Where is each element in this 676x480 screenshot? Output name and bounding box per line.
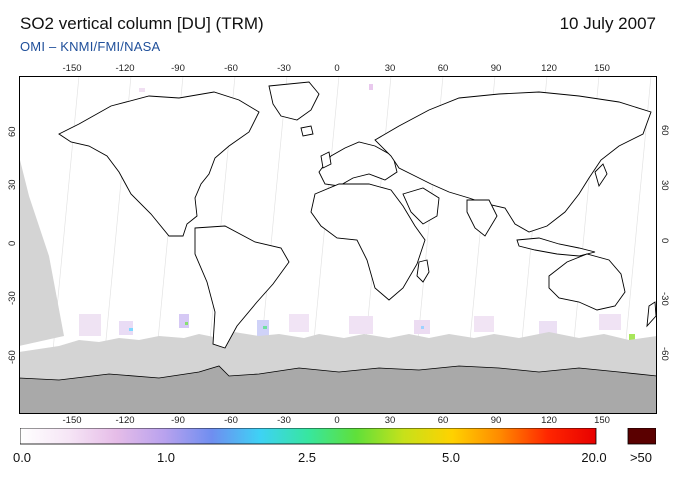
lon-tick-bottom: -120 [115,415,135,426]
lon-tick-top: 60 [437,63,449,74]
lon-tick-top: -120 [115,63,135,74]
lon-tick-bottom: 30 [384,415,396,426]
lon-tick-top: -150 [62,63,82,74]
madagascar [416,259,430,283]
lat-tick-right: 30 [659,180,670,191]
africa [310,183,426,301]
lon-tick-top: 0 [334,63,340,74]
no-data-west-swath [19,156,64,346]
lat-tick-right: 0 [659,238,670,244]
colorbar-label: >50 [629,450,653,465]
asia [374,91,652,233]
australia [548,253,626,311]
lat-tick-right: -60 [659,347,670,361]
lon-tick-bottom: 120 [541,415,557,426]
lon-tick-top: -60 [224,63,238,74]
coastlines [58,81,657,349]
lon-tick-top: 90 [490,63,502,74]
colorbar [20,428,656,445]
lon-tick-bottom: 0 [334,415,340,426]
lon-tick-bottom: -60 [224,415,238,426]
lon-tick-top: 120 [541,63,557,74]
map-frame [19,76,657,414]
lon-tick-bottom: 60 [437,415,449,426]
colorbar-gradient [20,428,597,445]
lon-tick-top: 30 [384,63,396,74]
arabia [402,187,440,225]
map-title: SO2 vertical column [DU] (TRM) [20,14,264,33]
lon-tick-bottom: -150 [62,415,82,426]
lat-tick-left: -60 [7,350,18,364]
lon-tick-top: 150 [594,63,610,74]
lat-tick-right: 60 [659,125,670,136]
lat-tick-left: -30 [7,291,18,305]
lon-tick-bottom: 90 [490,415,502,426]
colorbar-label: 5.0 [441,450,461,465]
colorbar-label: 2.5 [297,450,317,465]
india [466,199,498,237]
lat-tick-left: 30 [7,179,18,190]
data-credit: OMI – KNMI/FMI/NASA [20,39,161,54]
colorbar-label: 1.0 [156,450,176,465]
antarctica [19,365,657,414]
iceland [300,125,314,137]
lon-tick-bottom: 150 [594,415,610,426]
lat-tick-left: 0 [7,240,18,246]
lon-tick-bottom: -30 [277,415,291,426]
lat-tick-right: -30 [659,292,670,306]
lon-tick-bottom: -90 [171,415,185,426]
north-america [58,91,260,237]
colorbar-label: 0.0 [12,450,32,465]
british-isles [320,151,332,169]
lat-tick-left: 60 [7,126,18,137]
colorbar-overflow [627,428,656,445]
colorbar-label: 20.0 [581,450,607,465]
world-map [19,76,657,414]
map-date: 10 July 2007 [559,14,656,33]
south-america [194,225,290,349]
lon-tick-top: -90 [171,63,185,74]
lon-tick-top: -30 [277,63,291,74]
japan [594,163,608,188]
greenland [268,81,320,121]
